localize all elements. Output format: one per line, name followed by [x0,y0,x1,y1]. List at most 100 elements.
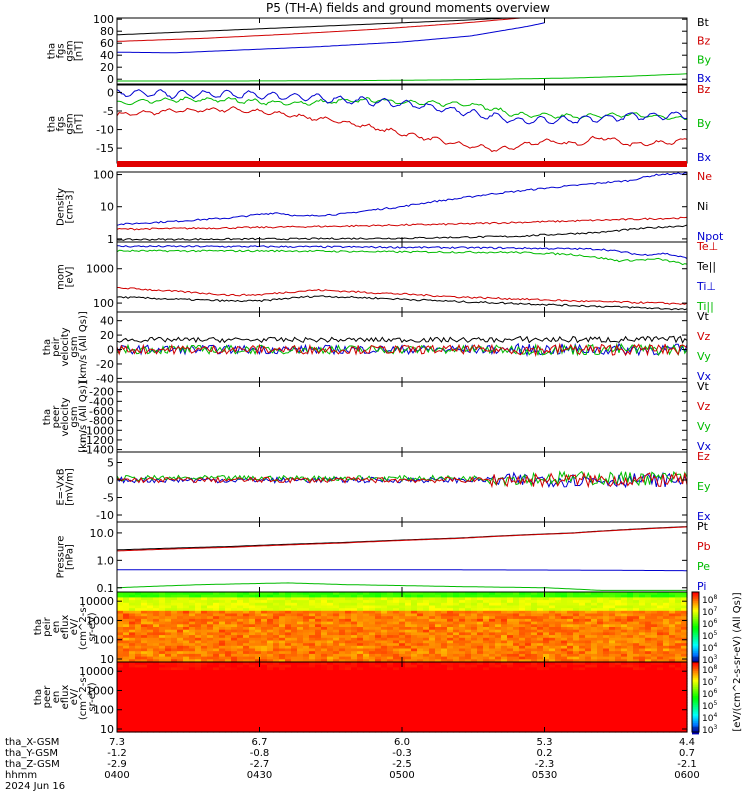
heatmap-cell [543,726,550,730]
heatmap-cell [483,659,490,663]
heatmap-cell [639,613,646,617]
heatmap-cell [255,710,262,714]
heatmap-cell [357,640,364,644]
heatmap-cell [543,678,550,682]
heatmap-cell [411,613,418,617]
heatmap-cell [381,592,388,596]
heatmap-cell [435,635,442,639]
heatmap-cell [411,616,418,620]
heatmap-cell [507,723,514,728]
heatmap-cell [399,697,406,701]
heatmap-cell [501,672,508,677]
heatmap-cell [345,656,352,660]
heatmap-cell [249,605,256,609]
heatmap-cell [231,662,238,666]
heatmap-cell [309,723,316,728]
heatmap-cell [537,675,544,679]
heatmap-cell [675,643,682,647]
heatmap-cell [297,699,304,703]
heatmap-cell [507,729,514,733]
heatmap-cell [237,616,244,620]
heatmap-cell [381,643,388,647]
heatmap-cell [351,705,358,709]
heatmap-cell [159,637,166,642]
heatmap-cell [369,713,376,717]
heatmap-cell [357,699,364,703]
heatmap-cell [459,675,466,679]
heatmap-cell [159,643,166,647]
heatmap-cell [291,723,298,728]
heatmap-cell [171,664,178,668]
heatmap-cell [129,659,136,663]
heatmap-cell [429,602,436,607]
heatmap-cell [585,645,592,650]
heatmap-cell [435,643,442,647]
heatmap-cell [129,635,136,639]
heatmap-cell [471,645,478,650]
heatmap-cell [261,637,268,642]
heatmap-cell [231,616,238,620]
heatmap-cell [375,648,382,652]
heatmap-cell [183,699,190,703]
heatmap-cell [117,697,124,701]
heatmap-cell [147,691,154,695]
heatmap-cell [561,705,568,709]
heatmap-cell [381,610,388,615]
heatmap-cell [657,610,664,615]
heatmap-cell [615,686,622,690]
heatmap-cell [369,624,376,628]
heatmap-cell [603,688,610,693]
heatmap-cell [477,715,484,720]
heatmap-cell [525,683,532,687]
heatmap-cell [459,592,466,596]
heatmap-cell [177,600,184,604]
heatmap-cell [237,707,244,712]
heatmap-cell [537,680,544,685]
heatmap-cell [387,697,394,701]
heatmap-cell [411,718,418,722]
heatmap-cell [321,713,328,717]
heatmap-cell [501,594,508,598]
heatmap-cell [285,645,292,650]
heatmap-cell [435,697,442,701]
heatmap-cell [267,726,274,730]
heatmap-cell [285,675,292,679]
heatmap-cell [123,710,130,714]
heatmap-cell [357,632,364,636]
heatmap-cell [177,664,184,668]
heatmap-cell [513,710,520,714]
heatmap-cell [225,697,232,701]
heatmap-cell [369,618,376,623]
heatmap-cell [627,627,634,631]
heatmap-cell [219,697,226,701]
heatmap-cell [387,613,394,617]
heatmap-cell [561,697,568,701]
heatmap-cell [591,632,598,636]
heatmap-cell [549,653,556,658]
heatmap-cell [183,726,190,730]
heatmap-cell [453,602,460,607]
heatmap-cell [171,710,178,714]
heatmap-cell [525,726,532,730]
heatmap-cell [153,645,160,650]
heatmap-cell [393,627,400,631]
heatmap-cell [297,597,304,601]
heatmap-cell [615,694,622,698]
heatmap-cell [501,680,508,685]
heatmap-cell [297,648,304,652]
heatmap-cell [297,686,304,690]
heatmap-cell [255,605,262,609]
y-axis-label: eV/ [69,618,80,635]
heatmap-cell [315,726,322,730]
heatmap-cell [315,637,322,642]
heatmap-cell [579,697,586,701]
heatmap-cell [555,678,562,682]
heatmap-cell [183,643,190,647]
heatmap-cell [417,643,424,647]
heatmap-cell [177,616,184,620]
heatmap-cell [645,594,652,598]
heatmap-cell [393,645,400,650]
heatmap-cell [351,667,358,671]
